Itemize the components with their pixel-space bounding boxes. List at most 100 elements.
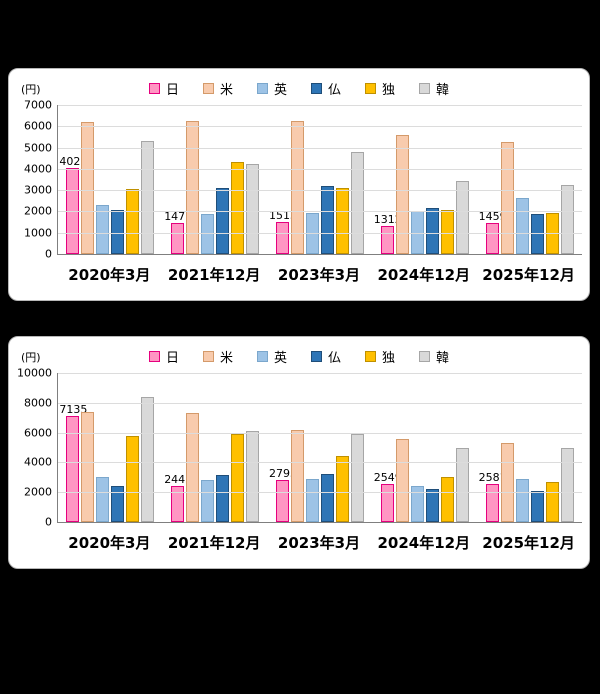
bar-仏-2023年3月: [320, 185, 334, 254]
data-label: 1477: [164, 209, 193, 223]
plot-area: 7135 2445 2795 2549 2581 0 2000 4000 6000 8000 10…: [17, 367, 582, 553]
gridline: [58, 105, 582, 106]
legend-item-英: 英: [256, 79, 287, 98]
bar-日-2023年3月: 2795: [269, 467, 297, 522]
bar-米-2023年3月: [290, 120, 304, 254]
legend-label: 韓: [436, 351, 450, 366]
y-axis-tick-label: 8000: [24, 396, 52, 410]
legend-swatch: [148, 351, 160, 362]
bar-仏-2024年12月: [425, 208, 439, 254]
bar-日-2024年12月: 1312: [374, 213, 402, 254]
bar-独-2020年3月: [126, 435, 140, 522]
legend-label: 仏: [328, 83, 342, 98]
bar-独-2023年3月: [335, 455, 349, 522]
y-axis-tick-label: 6000: [24, 119, 52, 133]
bar-日-2020年3月: 4021: [59, 155, 87, 254]
bar-日-2023年3月: 1513: [269, 209, 297, 254]
bar-韓-2023年3月: [350, 434, 364, 522]
bar-group: 2795: [268, 373, 373, 522]
bar-韓-2020年3月: [141, 396, 155, 522]
legend-item-韓: 韓: [419, 347, 449, 366]
data-label: 7135: [59, 402, 88, 416]
y-axis-tick-label: 3000: [24, 183, 52, 197]
legend-item-英: 英: [256, 347, 287, 366]
bar-英-2020年3月: [96, 476, 110, 522]
legend-label: 米: [219, 83, 233, 98]
y-axis-tick-label: 5000: [24, 141, 52, 155]
legend-item-独: 独: [365, 79, 395, 98]
bar-韓-2025年12月: [560, 447, 574, 522]
legend-swatch: [256, 83, 268, 94]
bar-日-2020年3月: 7135: [59, 403, 87, 522]
data-label: 2581: [478, 470, 507, 484]
bar-韓-2020年3月: [141, 141, 155, 254]
bar-米-2020年3月: [81, 122, 95, 254]
legend-item-米: 米: [202, 79, 233, 98]
legend-label: 英: [273, 83, 287, 98]
legend-label: 日: [165, 351, 179, 366]
x-axis-category-label: 2024年12月: [377, 534, 471, 552]
legend-label: 独: [382, 351, 396, 366]
bar-英-2024年12月: [410, 486, 424, 522]
data-label: 2549: [373, 471, 402, 485]
bar-仏-2021年12月: [216, 188, 230, 254]
bar-group: 7135: [58, 373, 163, 522]
bar-group: 1459: [477, 105, 582, 254]
y-axis-tick-label: 10000: [17, 366, 52, 380]
x-axis-category-label: 2020年3月: [68, 266, 151, 284]
bar-韓-2023年3月: [350, 151, 364, 254]
gridline: [58, 190, 582, 192]
bar-英-2025年12月: [515, 197, 529, 254]
bar-日-2021年12月: 2445: [164, 473, 192, 522]
x-axis-category-label: 2021年12月: [167, 534, 261, 552]
bar-米-2023年3月: [290, 429, 304, 522]
y-axis-tick-label: 2000: [24, 204, 52, 218]
y-axis-tick-label: 1000: [24, 226, 52, 240]
x-axis-category-label: 2021年12月: [167, 266, 261, 284]
bar-日-2024年12月: 2549: [374, 471, 402, 522]
plot-area: 4021 1477 1513 1312 1459 0 1000 2000 3000 4000 50…: [24, 99, 582, 285]
bar-group: 2581: [477, 373, 582, 522]
bar-group: 2549: [372, 373, 477, 522]
data-label: 4021: [59, 155, 88, 169]
bar-米-2024年12月: [395, 438, 409, 522]
bar-日-2021年12月: 1477: [164, 210, 192, 254]
legend-item-仏: 仏: [311, 347, 341, 366]
x-axis-category-label: 2024年12月: [377, 266, 471, 284]
bar-韓-2025年12月: [560, 184, 574, 254]
bar-韓-2024年12月: [455, 447, 469, 522]
y-axis-tick-label: 6000: [24, 426, 52, 440]
legend-swatch: [419, 351, 431, 362]
data-label: 2445: [164, 472, 193, 486]
bar-独-2024年12月: [440, 210, 454, 254]
bar-英-2021年12月: [201, 479, 215, 522]
legend: 日米英仏独韓: [9, 347, 589, 366]
data-label: 2795: [268, 467, 297, 481]
x-axis-category-label: 2023年3月: [277, 266, 361, 284]
bar-英-2021年12月: [201, 213, 215, 254]
bar-韓-2024年12月: [455, 180, 469, 254]
y-axis-tick-label: 0: [45, 247, 52, 261]
gridline: [58, 126, 582, 128]
bar-仏-2023年3月: [320, 474, 334, 522]
bar-group: 1477: [163, 105, 268, 254]
y-axis-tick-label: 7000: [24, 98, 52, 112]
plot: 7135 2445 2795 2549 2581 0 2000 4000 6000 8000 10…: [17, 367, 582, 529]
data-label: 1312: [373, 213, 402, 227]
y-axis-tick-label: 2000: [24, 485, 52, 499]
legend-label: 米: [219, 351, 233, 366]
bar-独-2021年12月: [231, 162, 245, 254]
unit-label: (円): [21, 351, 41, 364]
gridline: [58, 373, 582, 374]
bar-米-2024年12月: [395, 134, 409, 254]
bar-米-2021年12月: [186, 120, 200, 254]
bar-group: 1513: [268, 105, 373, 254]
legend: 日米英仏独韓: [9, 79, 589, 98]
bar-米-2025年12月: [500, 142, 514, 254]
x-axis-labels: 2020年3月 2021年12月 2023年3月 2024年12月 2025年12月: [57, 532, 581, 553]
y-axis-tick-label: 0: [45, 515, 52, 529]
legend-swatch: [311, 83, 322, 94]
chart-panel-bottom: (円) 日 米 英 仏 独 韓 7135 2445 2795 2549 2581 0 2000 400…: [8, 336, 590, 569]
y-axis-tick-label: 4000: [24, 162, 52, 176]
x-axis-category-label: 2020年3月: [68, 534, 151, 552]
